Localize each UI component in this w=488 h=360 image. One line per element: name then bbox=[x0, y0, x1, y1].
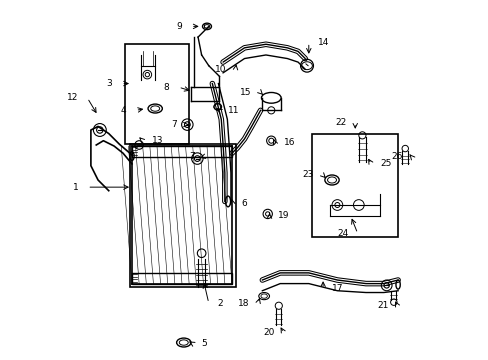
Text: 25: 25 bbox=[380, 159, 391, 168]
Text: 7: 7 bbox=[188, 152, 194, 161]
Text: 9: 9 bbox=[176, 22, 182, 31]
Text: 3: 3 bbox=[106, 79, 112, 88]
Text: 13: 13 bbox=[151, 136, 163, 145]
Text: 11: 11 bbox=[228, 106, 240, 115]
Text: 4: 4 bbox=[121, 106, 126, 115]
Text: 19: 19 bbox=[278, 211, 289, 220]
Text: 18: 18 bbox=[237, 299, 248, 308]
Bar bbox=[312, 134, 397, 237]
Text: 5: 5 bbox=[201, 339, 207, 348]
Text: 21: 21 bbox=[376, 301, 387, 310]
Bar bbox=[130, 144, 235, 287]
Text: 8: 8 bbox=[163, 83, 169, 92]
Bar bbox=[132, 146, 231, 157]
Text: 6: 6 bbox=[241, 199, 247, 208]
Text: 1: 1 bbox=[73, 183, 78, 192]
Circle shape bbox=[265, 212, 269, 216]
Text: 14: 14 bbox=[317, 38, 328, 47]
Circle shape bbox=[268, 138, 273, 143]
Text: 24: 24 bbox=[337, 229, 348, 238]
Circle shape bbox=[145, 72, 149, 77]
Text: 22: 22 bbox=[334, 118, 346, 127]
Text: 20: 20 bbox=[263, 328, 274, 337]
Text: 16: 16 bbox=[283, 138, 295, 147]
Text: 17: 17 bbox=[331, 284, 343, 293]
Text: 23: 23 bbox=[302, 170, 313, 179]
Bar bbox=[132, 273, 231, 284]
Text: 10: 10 bbox=[215, 65, 226, 74]
Text: 15: 15 bbox=[240, 88, 251, 97]
Text: 2: 2 bbox=[217, 299, 223, 308]
Text: 7: 7 bbox=[170, 120, 176, 129]
Text: 26: 26 bbox=[390, 152, 402, 161]
Text: 12: 12 bbox=[67, 93, 78, 102]
Bar bbox=[124, 44, 189, 144]
